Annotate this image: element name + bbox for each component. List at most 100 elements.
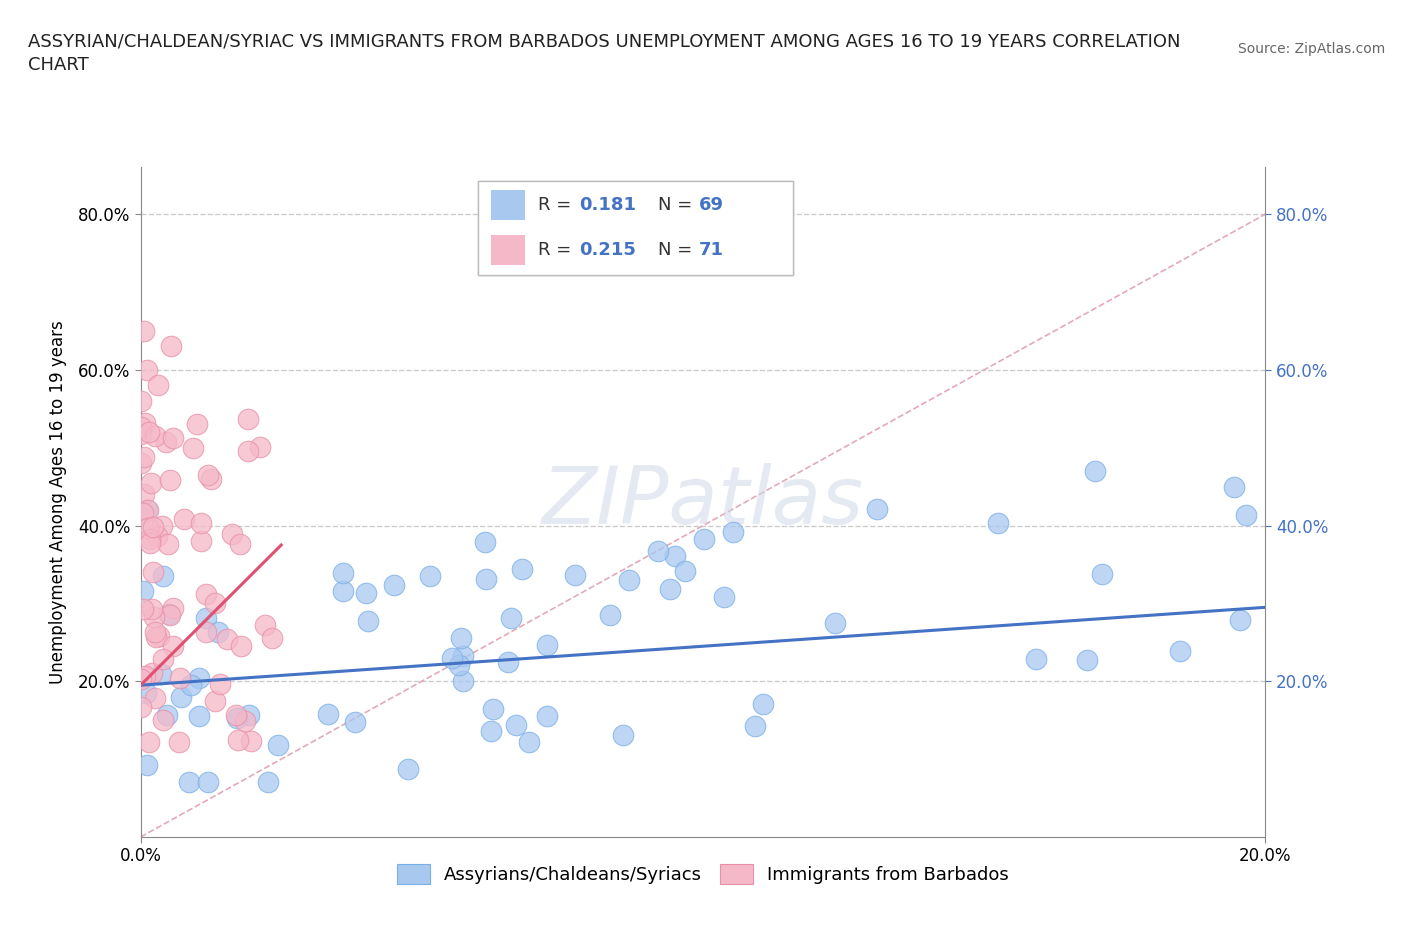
- Point: [475, 572, 498, 587]
- Point: [131, 456, 153, 471]
- Point: [451, 649, 474, 664]
- Point: [167, 734, 190, 749]
- Point: [129, 699, 152, 714]
- Point: [132, 506, 155, 521]
- Point: [599, 607, 621, 622]
- Point: [356, 585, 378, 600]
- Point: [664, 549, 686, 564]
- Point: [249, 440, 271, 455]
- Point: [496, 655, 519, 670]
- Point: [160, 339, 183, 354]
- Point: [505, 717, 527, 732]
- Point: [215, 631, 238, 646]
- Point: [612, 727, 634, 742]
- Point: [173, 512, 195, 526]
- Point: [343, 714, 366, 729]
- Point: [136, 502, 159, 517]
- Point: [253, 618, 276, 632]
- Point: [170, 689, 193, 704]
- Point: [267, 737, 290, 752]
- Point: [673, 564, 696, 578]
- Point: [536, 637, 558, 652]
- Point: [824, 616, 846, 631]
- Point: [142, 565, 165, 579]
- Point: [138, 424, 160, 439]
- Point: [156, 537, 179, 551]
- Point: [188, 671, 211, 686]
- Point: [332, 565, 354, 580]
- Point: [1168, 644, 1191, 658]
- Point: [357, 613, 380, 628]
- Point: [156, 708, 179, 723]
- Point: [181, 440, 204, 455]
- Point: [1234, 508, 1257, 523]
- Point: [257, 775, 280, 790]
- Point: [236, 444, 259, 458]
- Text: ZIPatlas: ZIPatlas: [541, 463, 865, 541]
- Point: [141, 602, 163, 617]
- Point: [148, 628, 170, 643]
- Point: [204, 596, 226, 611]
- Point: [136, 502, 159, 517]
- Point: [129, 393, 152, 408]
- Point: [225, 708, 247, 723]
- Point: [152, 569, 174, 584]
- Point: [1083, 464, 1105, 479]
- Point: [139, 475, 162, 490]
- Point: [693, 532, 716, 547]
- Point: [188, 709, 211, 724]
- Point: [233, 713, 256, 728]
- Point: [152, 712, 174, 727]
- Point: [332, 583, 354, 598]
- Point: [145, 630, 167, 644]
- Point: [713, 590, 735, 604]
- Point: [162, 600, 184, 615]
- Point: [135, 685, 157, 700]
- Point: [179, 775, 201, 790]
- Point: [180, 678, 202, 693]
- Point: [517, 734, 540, 749]
- Point: [564, 568, 586, 583]
- Point: [146, 378, 169, 392]
- Point: [536, 709, 558, 724]
- Point: [132, 583, 155, 598]
- Point: [200, 472, 222, 486]
- Point: [197, 774, 219, 789]
- Point: [136, 363, 159, 378]
- Point: [135, 758, 157, 773]
- Point: [396, 761, 419, 776]
- Point: [139, 536, 162, 551]
- Point: [132, 487, 155, 502]
- Point: [510, 561, 533, 576]
- Text: ASSYRIAN/CHALDEAN/SYRIAC VS IMMIGRANTS FROM BARBADOS UNEMPLOYMENT AMONG AGES 16 : ASSYRIAN/CHALDEAN/SYRIAC VS IMMIGRANTS F…: [28, 33, 1181, 50]
- Point: [619, 572, 641, 587]
- Point: [134, 669, 156, 684]
- Point: [131, 602, 153, 617]
- Point: [138, 735, 160, 750]
- Point: [134, 416, 156, 431]
- Point: [136, 521, 159, 536]
- Point: [197, 468, 219, 483]
- Point: [1076, 653, 1098, 668]
- Point: [129, 419, 152, 434]
- Point: [131, 672, 153, 687]
- Point: [647, 543, 669, 558]
- Point: [221, 526, 243, 541]
- Point: [132, 449, 155, 464]
- Point: [450, 631, 472, 645]
- Point: [866, 502, 889, 517]
- Point: [228, 733, 250, 748]
- Point: [143, 691, 166, 706]
- Point: [143, 624, 166, 639]
- Point: [440, 650, 463, 665]
- Point: [190, 534, 212, 549]
- Point: [238, 707, 260, 722]
- Point: [236, 412, 259, 427]
- Point: [194, 587, 217, 602]
- Point: [157, 606, 180, 621]
- Point: [658, 581, 681, 596]
- Point: [419, 569, 441, 584]
- Point: [316, 707, 339, 722]
- Point: [501, 610, 523, 625]
- Point: [159, 472, 181, 487]
